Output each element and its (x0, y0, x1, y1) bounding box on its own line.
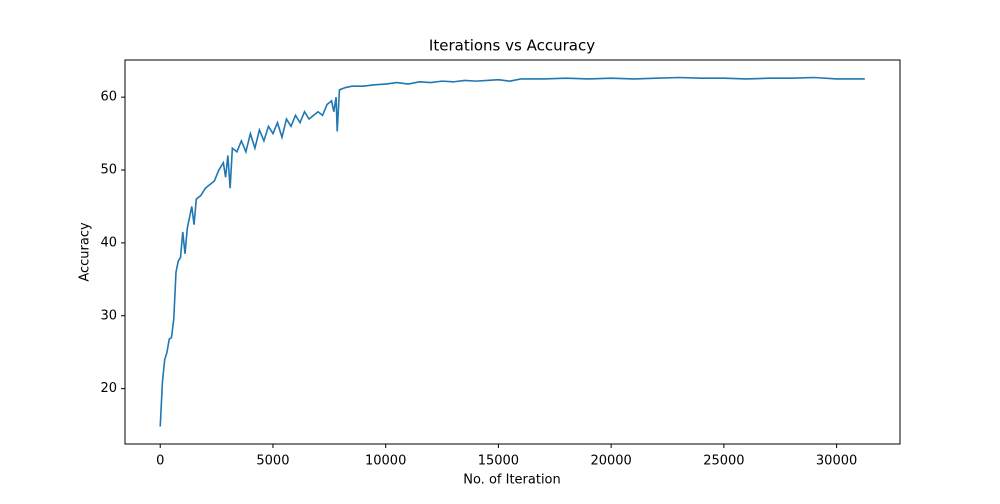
x-tick-label: 20000 (590, 454, 631, 469)
x-axis-label: No. of Iteration (463, 473, 561, 488)
data-line (159, 76, 865, 427)
y-tick-label: 50 (100, 163, 117, 178)
y-tick-label: 40 (100, 235, 117, 250)
y-axis-label: Accuracy (78, 222, 93, 282)
plot-frame (124, 59, 901, 445)
x-tick-label: 10000 (365, 454, 406, 469)
y-tick-label: 60 (100, 90, 117, 105)
x-tick-label: 5000 (256, 454, 289, 469)
chart-title: Iterations vs Accuracy (429, 37, 595, 55)
y-tick-label: 20 (100, 381, 117, 396)
x-tick-label: 0 (156, 454, 164, 469)
y-tick-label: 30 (100, 308, 117, 323)
x-tick-label: 25000 (703, 454, 744, 469)
x-tick-label: 15000 (478, 454, 519, 469)
x-tick-label: 30000 (816, 454, 857, 469)
